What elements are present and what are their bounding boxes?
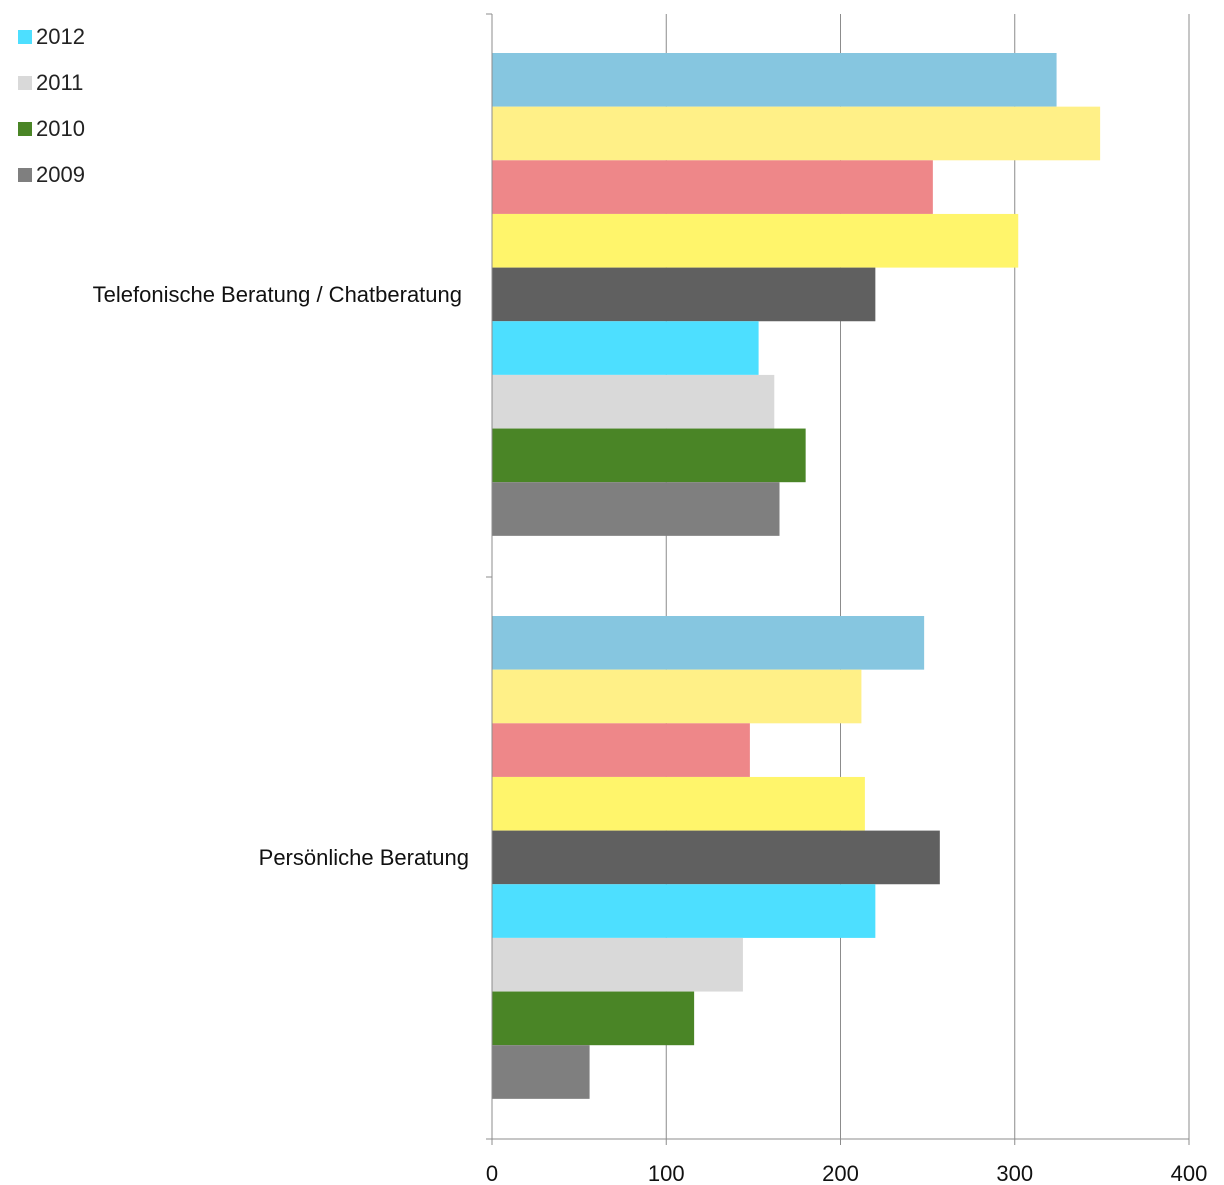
legend-label-2012: 2012 [36,24,85,49]
bar [492,267,876,322]
legend-label-2010: 2010 [36,116,85,141]
bar [492,830,940,885]
bar [492,616,925,670]
x-tick-label: 400 [1171,1161,1208,1185]
legend-item-2011: 2011 [18,60,85,106]
legend: 2012 2011 2010 2009 [18,14,85,198]
category-label-telefonische: Telefonische Beratung / Chatberatung [92,282,462,307]
legend-item-2012: 2012 [18,14,85,60]
x-tick-label: 100 [648,1161,685,1185]
legend-swatch-2010 [18,122,32,136]
x-tick-label: 200 [822,1161,859,1185]
bar [492,482,780,536]
bar [492,723,750,777]
category-label-persoenliche: Persönliche Beratung [258,845,469,870]
bar [492,321,759,375]
bar [492,991,695,1046]
bar [492,160,933,214]
bar [492,669,862,724]
bar [492,213,1019,268]
bar [492,374,775,429]
legend-label-2009: 2009 [36,162,85,187]
legend-label-2011: 2011 [36,70,84,95]
bar [492,428,806,483]
legend-swatch-2012 [18,30,32,44]
bar [492,106,1101,161]
legend-item-2010: 2010 [18,106,85,152]
x-tick-label: 300 [996,1161,1033,1185]
x-tick-label: 0 [486,1161,498,1185]
bar [492,884,876,938]
legend-swatch-2009 [18,168,32,182]
bar [492,776,865,831]
bar [492,53,1057,107]
legend-swatch-2011 [18,76,32,90]
bar [492,937,743,992]
legend-item-2009: 2009 [18,152,85,198]
bar [492,1045,590,1099]
